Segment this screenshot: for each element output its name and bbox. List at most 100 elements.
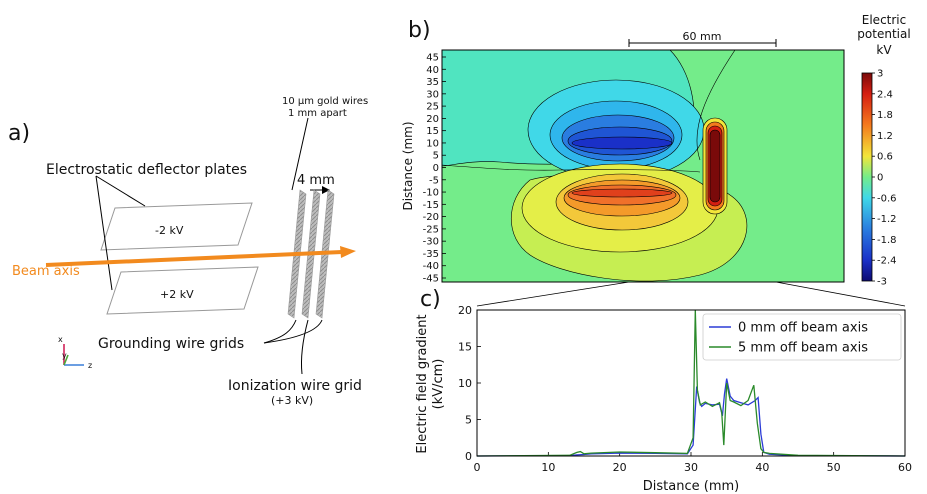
- deflector-plates-label: Electrostatic deflector plates: [46, 162, 247, 178]
- map-y-tick-label: -5: [429, 175, 439, 186]
- gradient-legend: 0 mm off beam axis 5 mm off beam axis: [702, 313, 902, 361]
- map-y-tick-label: -30: [423, 237, 439, 248]
- gradient-x-label: Distance (mm): [643, 479, 739, 494]
- gradient-series: [476, 309, 906, 457]
- colorbar-unit: kV: [876, 43, 892, 57]
- top-plate: [100, 202, 253, 251]
- zoom-line-left: [476, 281, 630, 307]
- map-y-tick-label: 5: [433, 151, 439, 162]
- map-y-ticks: 454035302520151050-5-10-15-20-25-30-35-4…: [423, 53, 446, 285]
- map-y-tick-label: 0: [433, 163, 439, 174]
- contour-neg-5: [571, 136, 673, 150]
- colorbar-title-line2: potential: [857, 27, 910, 41]
- panel-b-potential-map: b) 60 mm: [401, 13, 911, 307]
- zero-contour: [442, 164, 701, 173]
- colorbar-tick-label: 1.8: [877, 110, 893, 121]
- colorbar-tick-label: 3: [877, 69, 883, 80]
- ionization-leader: [301, 319, 309, 375]
- ionization-voltage: (+3 kV): [271, 394, 313, 407]
- beam-axis-label: Beam axis: [12, 264, 80, 279]
- colorbar-ticks: 3 2.4 1.8 1.2 0.6 0 -0.6 -1.2 -1.8 -2.4 -3: [872, 69, 897, 288]
- map-y-tick-label: 35: [426, 77, 439, 88]
- map-y-tick-label: -25: [423, 224, 439, 235]
- grounding-leader-2: [263, 319, 323, 344]
- bottom-plate: [106, 266, 259, 315]
- gradient-x-tick-label: 20: [613, 461, 627, 474]
- series-line-5mm: [476, 309, 906, 457]
- map-y-tick-label: -20: [423, 212, 439, 223]
- colorbar: [861, 72, 873, 282]
- gradient-x-tick-label: 30: [684, 461, 698, 474]
- grounding-grids-label: Grounding wire grids: [98, 336, 244, 352]
- panel-a-label: a): [8, 121, 30, 146]
- wire-note-leader: [291, 117, 309, 191]
- legend-entry: 5 mm off beam axis: [738, 341, 868, 356]
- map-y-tick-label: -10: [423, 188, 439, 199]
- bottom-plate-voltage: +2 kV: [160, 288, 194, 301]
- wire-grid-core: [709, 129, 721, 203]
- map-y-tick-label: 20: [426, 114, 439, 125]
- beam-axis-line: [45, 250, 343, 267]
- gradient-y-tick-label: 10: [458, 377, 472, 390]
- top-plate-voltage: -2 kV: [155, 224, 184, 237]
- triad-z-label: z: [88, 361, 92, 370]
- colorbar-tick-label: 0: [877, 173, 883, 184]
- beam-arrowhead: [340, 246, 356, 258]
- gradient-x-tick-label: 40: [755, 461, 769, 474]
- wire-note-line2: 1 mm apart: [288, 108, 347, 119]
- triad-y-label: y: [62, 351, 67, 360]
- map-y-tick-label: -45: [423, 274, 439, 285]
- colorbar-title-line1: Electric: [862, 13, 906, 27]
- panel-c-label: c): [420, 287, 441, 312]
- map-y-tick-label: -15: [423, 200, 439, 211]
- gap-label: 4 mm: [297, 173, 335, 188]
- colorbar-tick-label: -1.2: [877, 214, 897, 225]
- map-y-tick-label: 40: [426, 65, 439, 76]
- panel-a-schematic: a) 10 µm gold wires 1 mm apart Electrost…: [8, 96, 368, 407]
- map-y-tick-label: 25: [426, 102, 439, 113]
- colorbar-tick-label: 1.2: [877, 131, 893, 142]
- colorbar-tick-label: 0.6: [877, 152, 893, 163]
- gradient-y-label-line1: Electric field gradient: [415, 314, 430, 453]
- map-y-tick-label: -35: [423, 249, 439, 260]
- map-y-tick-label: 10: [426, 138, 439, 149]
- gradient-y-tick-label: 15: [458, 341, 472, 354]
- gradient-y-tick-label: 5: [465, 414, 472, 427]
- map-y-tick-label: 15: [426, 126, 439, 137]
- wire-note-line1: 10 µm gold wires: [282, 96, 368, 107]
- colorbar-tick-label: -2.4: [877, 256, 897, 267]
- gradient-axes: 0 10 20 30 40 50 60 0 5 10 15 20: [458, 304, 912, 474]
- scale-bar-label: 60 mm: [683, 30, 722, 43]
- gradient-x-tick-label: 0: [474, 461, 481, 474]
- gradient-y-label-line2: (kV/cm): [431, 359, 446, 410]
- zoom-line-right: [775, 281, 906, 307]
- map-y-tick-label: -40: [423, 261, 439, 272]
- colorbar-tick-label: -3: [877, 277, 887, 288]
- colorbar-tick-label: -1.8: [877, 235, 897, 246]
- colorbar-tick-label: -0.6: [877, 193, 897, 204]
- potential-contours: [442, 50, 844, 282]
- gradient-frame: [476, 309, 906, 457]
- wire-zero-contour: [696, 50, 736, 161]
- gradient-x-tick-label: 50: [827, 461, 841, 474]
- plates-leader-bottom: [95, 175, 113, 291]
- ionization-grid-label: Ionization wire grid: [228, 378, 362, 394]
- triad-x-label: x: [58, 335, 63, 344]
- legend-box: [702, 313, 902, 361]
- gradient-y-tick-label: 20: [458, 304, 472, 317]
- panel-b-label: b): [408, 18, 431, 43]
- colorbar-tick-label: 2.4: [877, 89, 893, 100]
- contour-pos-5: [571, 188, 673, 198]
- map-frame: [441, 49, 845, 283]
- gradient-x-tick-label: 10: [541, 461, 555, 474]
- plates-leader-top: [95, 175, 146, 207]
- gradient-x-tick-label: 60: [898, 461, 912, 474]
- map-y-tick-label: 45: [426, 53, 439, 64]
- grounding-leader-1: [263, 319, 297, 344]
- map-y-tick-label: 30: [426, 89, 439, 100]
- triad-y-axis: [63, 354, 69, 366]
- panel-c-field-gradient: c) 0 10 20 30 40 50 60 0 5 10 15 20 Distance (mm) E…: [415, 287, 912, 494]
- gradient-y-tick-label: 0: [465, 450, 472, 463]
- map-y-label: Distance (mm): [401, 121, 415, 210]
